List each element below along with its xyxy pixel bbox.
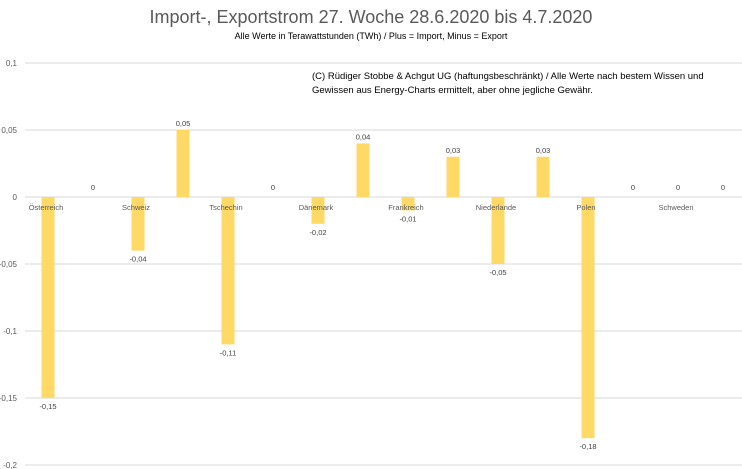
copyright-note: (C) Rüdiger Stobbe & Achgut UG (haftungs… (312, 71, 704, 96)
y-tick-label: 0 (13, 193, 18, 202)
bar (581, 197, 595, 439)
y-tick-label: 0,05 (1, 126, 17, 135)
y-tick-label: -0,1 (3, 327, 17, 336)
category-label: Polen (576, 203, 595, 212)
chart-subtitle: Alle Werte in Terawattstunden (TWh) / Pl… (234, 31, 508, 41)
y-tick-label: -0,05 (0, 260, 18, 269)
data-label: 0 (676, 183, 680, 192)
data-label: -0,05 (489, 268, 506, 277)
data-label: -0,01 (399, 214, 416, 223)
bar (221, 197, 235, 345)
category-label: Frankreich (388, 203, 423, 212)
data-label: 0,03 (536, 146, 551, 155)
bar (401, 197, 415, 211)
category-label: Tschechin (209, 203, 242, 212)
data-label: 0 (271, 183, 275, 192)
data-label: 0 (631, 183, 635, 192)
category-label: Niederlande (476, 203, 516, 212)
chart-title: Import-, Exportstrom 27. Woche 28.6.2020… (149, 7, 593, 27)
category-label: Schweiz (122, 203, 150, 212)
data-label: 0 (91, 183, 95, 192)
data-label: 0,03 (446, 146, 461, 155)
bar (446, 156, 460, 197)
data-label: -0,04 (129, 255, 146, 264)
bar (356, 143, 370, 197)
data-label: 0 (721, 183, 725, 192)
bar (491, 197, 505, 264)
data-label: -0,11 (220, 348, 237, 357)
data-label: -0,18 (579, 442, 596, 451)
bar (131, 197, 145, 251)
data-label: -0,02 (309, 228, 326, 237)
category-label: Dänemark (299, 203, 334, 212)
category-label: Österreich (29, 203, 64, 212)
y-tick-label: -0,15 (0, 394, 18, 403)
bar (311, 197, 325, 224)
bar (176, 130, 190, 197)
data-label: -0,15 (39, 402, 56, 411)
bar (536, 156, 550, 197)
data-label: 0,04 (356, 132, 371, 141)
category-label: Schweden (658, 203, 693, 212)
y-tick-label: -0,2 (3, 461, 17, 469)
data-label: 0,05 (176, 119, 191, 128)
bar (41, 197, 55, 398)
y-tick-label: 0,1 (6, 59, 18, 68)
